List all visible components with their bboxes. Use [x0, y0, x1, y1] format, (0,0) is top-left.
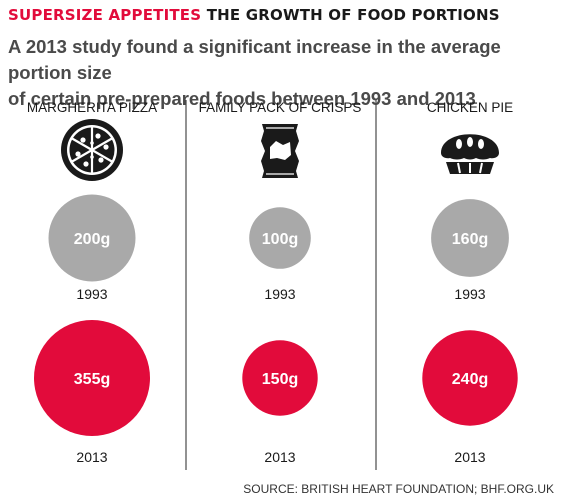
- bubble-1993: [48, 194, 136, 282]
- bubble-value-label: 100g: [262, 231, 298, 248]
- year-labels: 1993 1993 1993 2013 2013 2013: [76, 286, 485, 465]
- title-accent: SUPERSIZE APPETITES: [8, 6, 202, 24]
- title-main: THE GROWTH OF FOOD PORTIONS: [206, 6, 500, 24]
- chart-subtitle: A 2013 study found a significant increas…: [8, 34, 560, 112]
- pie-icon: [441, 134, 499, 174]
- chart-title: SUPERSIZE APPETITES THE GROWTH OF FOOD P…: [8, 6, 560, 26]
- year-label: 2013: [454, 449, 485, 465]
- category-label: FAMILY PACK OF CRISPS: [199, 100, 362, 115]
- category-label: CHICKEN PIE: [427, 100, 513, 115]
- bubble-value-label: 355g: [74, 371, 110, 388]
- pizza-icon: [61, 119, 123, 181]
- year-label: 1993: [76, 286, 107, 302]
- year-label: 1993: [454, 286, 485, 302]
- year-label: 2013: [264, 449, 295, 465]
- bubble-value-label: 160g: [452, 231, 488, 248]
- year-label: 1993: [264, 286, 295, 302]
- bubble-value-label: 150g: [262, 371, 298, 388]
- bubble-value-label: 240g: [452, 371, 488, 388]
- category-labels: MARGHERITA PIZZA FAMILY PACK OF CRISPS CHI…: [27, 100, 513, 115]
- category-label: MARGHERITA PIZZA: [27, 100, 157, 115]
- source-note: SOURCE: BRITISH HEART FOUNDATION; BHF.OR…: [243, 482, 554, 496]
- bubble-1993: [431, 199, 509, 277]
- bubble-2013: [242, 340, 318, 416]
- subtitle-line-2: of certain pre-prepared foods between 19…: [8, 88, 476, 109]
- subtitle-line-1: A 2013 study found a significant increas…: [8, 36, 501, 83]
- year-label: 2013: [76, 449, 107, 465]
- bubble-value-label: 200g: [74, 231, 110, 248]
- crisps-packet-icon: [261, 124, 299, 178]
- bubble-2013: [34, 320, 150, 436]
- bubble-1993: [249, 207, 311, 269]
- bubble-2013: [422, 330, 518, 426]
- bubbles: 200g 100g 160g 355g 150g 240g: [34, 194, 518, 436]
